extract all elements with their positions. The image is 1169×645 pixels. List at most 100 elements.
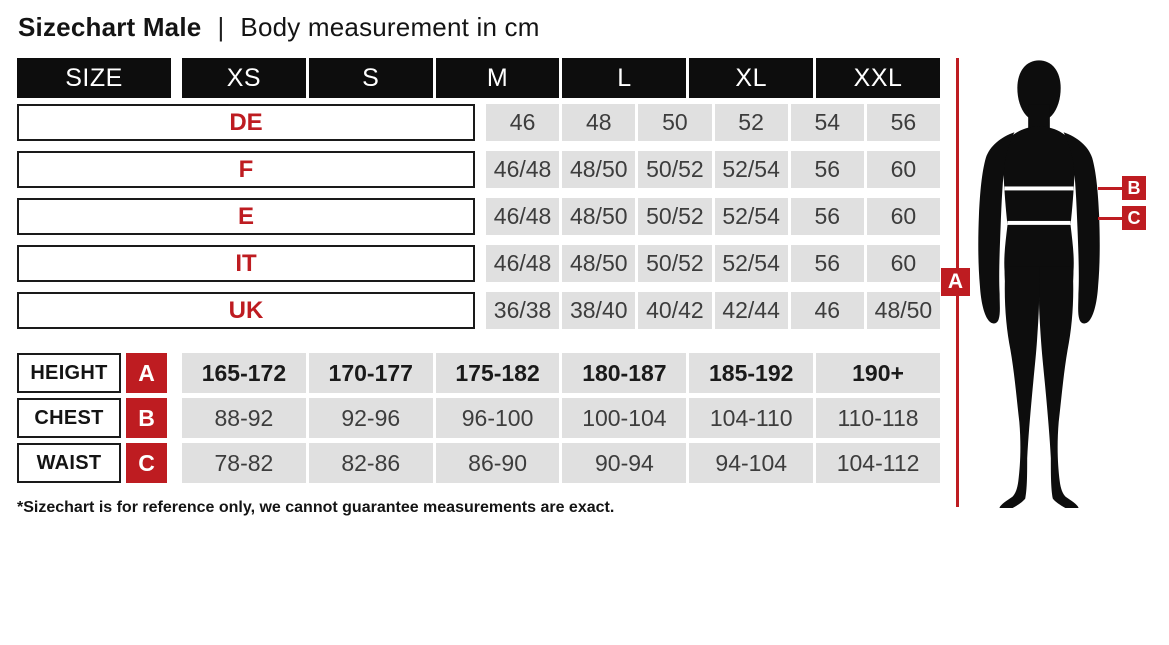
data-cell: 52/54: [714, 198, 788, 235]
marker-a-badge: A: [941, 268, 970, 296]
row-label: WAIST: [17, 443, 121, 483]
row-label: IT: [17, 245, 475, 282]
data-cell: 48/50: [562, 151, 636, 188]
footnote: *Sizechart is for reference only, we can…: [17, 499, 615, 516]
table-row: F 46/48 48/50 50/52 52/54 56 60: [17, 151, 941, 188]
row-label: UK: [17, 292, 475, 329]
data-cell: 60: [866, 245, 941, 282]
data-cell: 48: [562, 104, 636, 141]
table-row: DE 46 48 50 52 54 56: [17, 104, 941, 141]
row-label-group: HEIGHT A: [17, 353, 171, 393]
table-row: UK 36/38 38/40 40/42 42/44 46 48/50: [17, 292, 941, 329]
data-cell: 38/40: [562, 292, 636, 329]
header-cells: XS S M L XL XXL: [182, 58, 940, 98]
data-cell: 104-112: [816, 443, 940, 483]
data-cell: 96-100: [435, 398, 560, 438]
marker-c-badge: C: [1122, 206, 1146, 230]
marker-badge: C: [126, 443, 167, 483]
title-subtitle: Body measurement in cm: [240, 12, 540, 42]
data-cell: 60: [866, 198, 941, 235]
table-row: CHEST B 88-92 92-96 96-100 100-104 104-110 110-…: [17, 398, 940, 438]
data-cell: 46: [790, 292, 864, 329]
data-cell: 110-118: [816, 398, 940, 438]
row-label-group: CHEST B: [17, 398, 171, 438]
data-cell: 52/54: [714, 151, 788, 188]
column-header: XS: [182, 58, 306, 98]
data-cell: 175-182: [435, 353, 560, 393]
data-cell: 165-172: [182, 353, 306, 393]
data-cell: 36/38: [486, 292, 560, 329]
row-label: F: [17, 151, 475, 188]
data-cell: 86-90: [435, 443, 560, 483]
data-cell: 104-110: [689, 398, 814, 438]
row-label: HEIGHT: [17, 353, 121, 393]
row-cells: 36/38 38/40 40/42 42/44 46 48/50: [486, 292, 941, 329]
data-cell: 50/52: [638, 151, 712, 188]
data-cell: 46/48: [486, 245, 560, 282]
sizechart-table: SIZE XS S M L XL XXL DE 46 48 50 52 54 56 F 46/48 48/5…: [17, 58, 941, 517]
table-row: E 46/48 48/50 50/52 52/54 56 60: [17, 198, 941, 235]
row-cells: 46/48 48/50 50/52 52/54 56 60: [486, 245, 941, 282]
data-cell: 190+: [816, 353, 940, 393]
data-cell: 100-104: [562, 398, 687, 438]
page-title: Sizechart Male | Body measurement in cm: [18, 12, 540, 43]
row-cells: 165-172 170-177 175-182 180-187 185-192 190+: [182, 353, 940, 393]
male-body-silhouette-icon: [978, 60, 1100, 508]
body-figure-panel: A B C: [930, 0, 1169, 645]
data-cell: 56: [866, 104, 941, 141]
data-cell: 88-92: [182, 398, 306, 438]
column-header: XXL: [816, 58, 940, 98]
data-cell: 180-187: [562, 353, 687, 393]
chest-line-on-body: [1004, 186, 1074, 191]
marker-b-badge: B: [1122, 176, 1146, 200]
title-separator: |: [217, 12, 225, 42]
table-row: WAIST C 78-82 82-86 86-90 90-94 94-104 104-112: [17, 443, 940, 483]
data-cell: 54: [790, 104, 864, 141]
row-label-group: WAIST C: [17, 443, 171, 483]
data-cell: 48/50: [562, 245, 636, 282]
data-cell: 56: [790, 245, 864, 282]
title-main: Sizechart Male: [18, 12, 202, 42]
waist-line-on-body: [1007, 220, 1071, 225]
row-label: DE: [17, 104, 475, 141]
measure-rows: HEIGHT A 165-172 170-177 175-182 180-187 185-1…: [17, 353, 940, 483]
data-cell: 82-86: [308, 443, 433, 483]
data-cell: 56: [790, 198, 864, 235]
column-header: XL: [689, 58, 814, 98]
data-cell: 42/44: [714, 292, 788, 329]
table-row: IT 46/48 48/50 50/52 52/54 56 60: [17, 245, 941, 282]
row-cells: 46/48 48/50 50/52 52/54 56 60: [486, 151, 941, 188]
data-cell: 48/50: [562, 198, 636, 235]
row-label: E: [17, 198, 475, 235]
data-cell: 78-82: [182, 443, 306, 483]
marker-badge: A: [126, 353, 167, 393]
column-header-row: SIZE XS S M L XL XXL: [17, 58, 940, 98]
data-cell: 50/52: [638, 245, 712, 282]
marker-badge: B: [126, 398, 167, 438]
data-cell: 52: [714, 104, 788, 141]
data-cell: 170-177: [308, 353, 433, 393]
data-cell: 92-96: [308, 398, 433, 438]
data-cell: 50: [638, 104, 712, 141]
region-rows: DE 46 48 50 52 54 56 F 46/48 48/50 50/52 52/54 56 60 E…: [17, 104, 941, 329]
data-cell: 56: [790, 151, 864, 188]
data-cell: 46: [486, 104, 560, 141]
table-row: HEIGHT A 165-172 170-177 175-182 180-187 185-1…: [17, 353, 940, 393]
data-cell: 48/50: [866, 292, 941, 329]
waist-marker-line: [1098, 217, 1124, 220]
data-cell: 94-104: [689, 443, 814, 483]
row-label: CHEST: [17, 398, 121, 438]
data-cell: 60: [866, 151, 941, 188]
row-cells: 46/48 48/50 50/52 52/54 56 60: [486, 198, 941, 235]
section-divider-gap: [17, 339, 940, 353]
data-cell: 185-192: [689, 353, 814, 393]
data-cell: 46/48: [486, 151, 560, 188]
data-cell: 50/52: [638, 198, 712, 235]
data-cell: 46/48: [486, 198, 560, 235]
row-cells: 46 48 50 52 54 56: [486, 104, 941, 141]
row-cells: 78-82 82-86 86-90 90-94 94-104 104-112: [182, 443, 940, 483]
size-header-cell: SIZE: [17, 58, 171, 98]
data-cell: 90-94: [562, 443, 687, 483]
column-header: S: [308, 58, 433, 98]
